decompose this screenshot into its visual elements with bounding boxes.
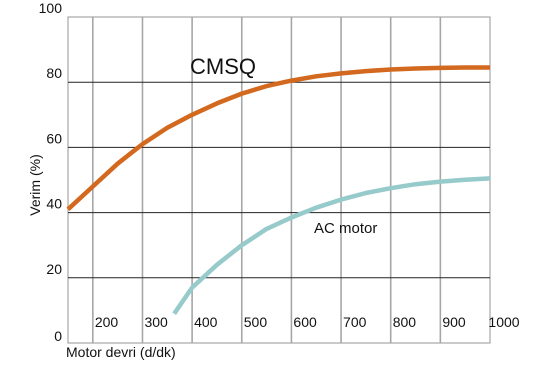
y-tick-label: 40 xyxy=(46,196,62,212)
y-tick-label: 0 xyxy=(54,328,62,344)
x-tick-label: 1000 xyxy=(488,314,519,330)
series-line-0 xyxy=(66,65,490,211)
series-label-ac-motor: AC motor xyxy=(314,220,377,237)
x-tick-label: 900 xyxy=(442,314,466,330)
x-tick-label: 800 xyxy=(393,314,417,330)
y-axis-label: Verim (%) xyxy=(27,154,43,215)
x-tick-label: 400 xyxy=(194,314,218,330)
x-axis-label: Motor devri (d/dk) xyxy=(66,344,176,360)
x-tick-label: 300 xyxy=(144,314,168,330)
y-tick-label: 20 xyxy=(46,261,62,277)
x-tick-label: 600 xyxy=(293,314,317,330)
y-tick-label: 80 xyxy=(46,65,62,81)
x-tick-label: 200 xyxy=(95,314,119,330)
x-tick-label: 700 xyxy=(343,314,367,330)
grid xyxy=(67,16,491,344)
series-layer xyxy=(66,65,491,315)
y-tick-label: 100 xyxy=(39,0,63,16)
ticks: 200 300 400 500 600 700 800 900 1000 0 20 40 60 80 100 xyxy=(39,0,520,344)
x-tick-label: 500 xyxy=(244,314,268,330)
series-line-1 xyxy=(172,176,491,315)
y-tick-label: 60 xyxy=(46,130,62,146)
plot-frame xyxy=(67,16,491,344)
series-label-cmsq: CMSQ xyxy=(190,54,256,79)
